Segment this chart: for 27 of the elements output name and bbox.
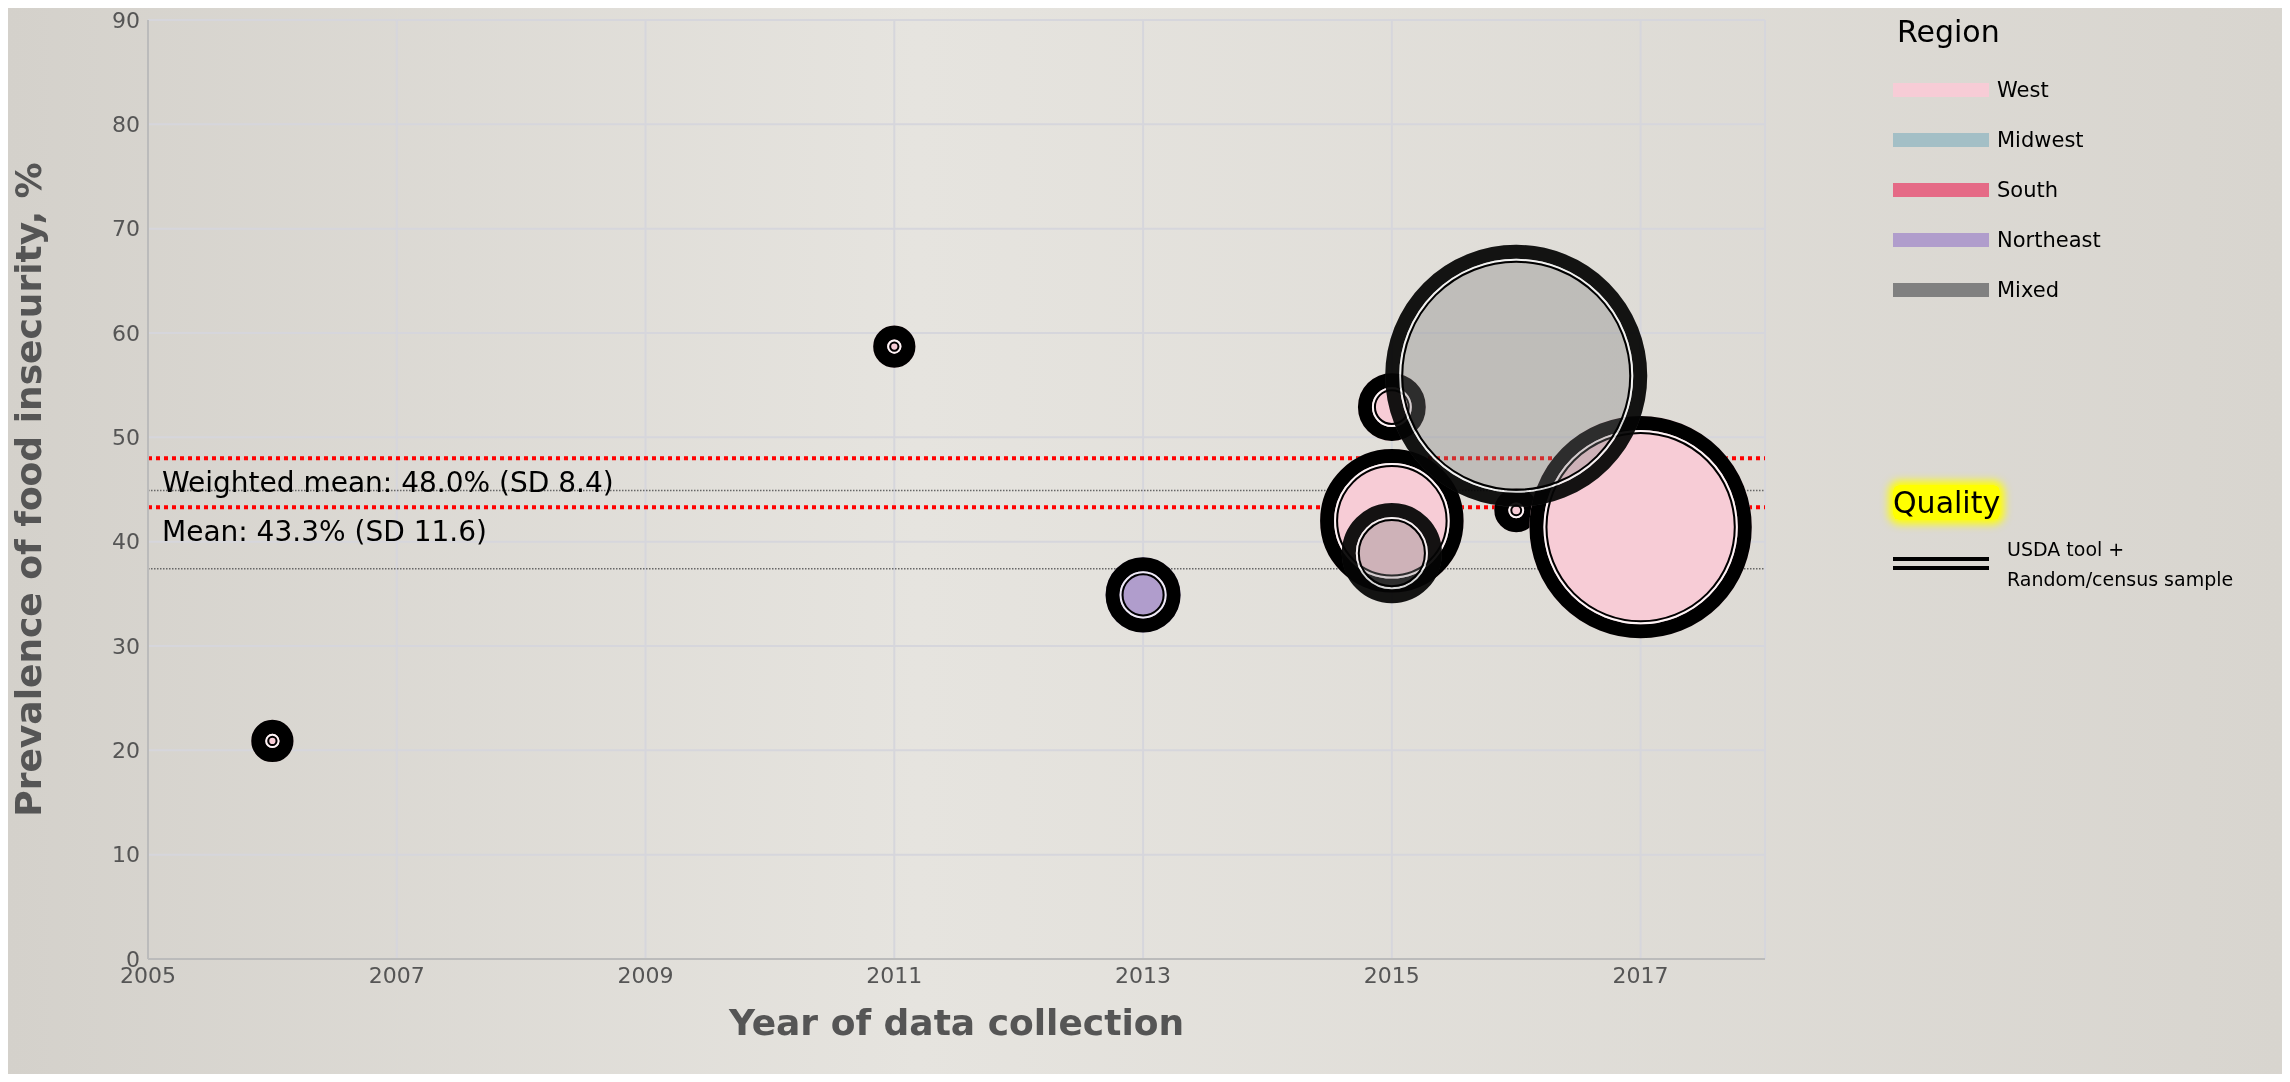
- text: USDA tool + Random/census sample: [2007, 537, 2235, 592]
- x-tick-label: 2017: [1612, 962, 1669, 988]
- y-tick-label: 20: [112, 738, 140, 764]
- ref-line-label: Weighted mean: 48.0% (SD 8.4): [162, 466, 614, 500]
- x-tick-label: 2011: [866, 962, 923, 988]
- y-tick-label: 10: [112, 842, 140, 868]
- y-axis-title: Prevalence of food insecurity, %: [7, 162, 49, 817]
- legend-label: West: [1997, 78, 2049, 102]
- legend-label: Mixed: [1997, 278, 2059, 302]
- x-axis-title: Year of data collection: [727, 1001, 1185, 1043]
- y-tick-label: 90: [112, 7, 140, 33]
- legend-label: Midwest: [1997, 128, 2084, 152]
- y-tick-label: 30: [112, 633, 140, 659]
- legend-label: Northeast: [1997, 228, 2101, 252]
- y-tick-label: 40: [112, 529, 140, 555]
- legend-label: South: [1997, 178, 2059, 202]
- legend-title: Region: [1897, 14, 2001, 49]
- text: Quality: [1893, 485, 2001, 520]
- x-tick-label: 2009: [617, 962, 674, 988]
- ref-line-label: Mean: 43.3% (SD 11.6): [162, 515, 487, 549]
- y-tick-label: 50: [112, 425, 140, 451]
- y-tick-label: 60: [112, 320, 140, 346]
- y-tick-label: 70: [112, 216, 140, 242]
- x-tick-label: 2007: [368, 962, 425, 988]
- y-tick-label: 80: [112, 112, 140, 138]
- x-tick-label: 2013: [1115, 962, 1172, 988]
- x-tick-label: 2015: [1363, 962, 1420, 988]
